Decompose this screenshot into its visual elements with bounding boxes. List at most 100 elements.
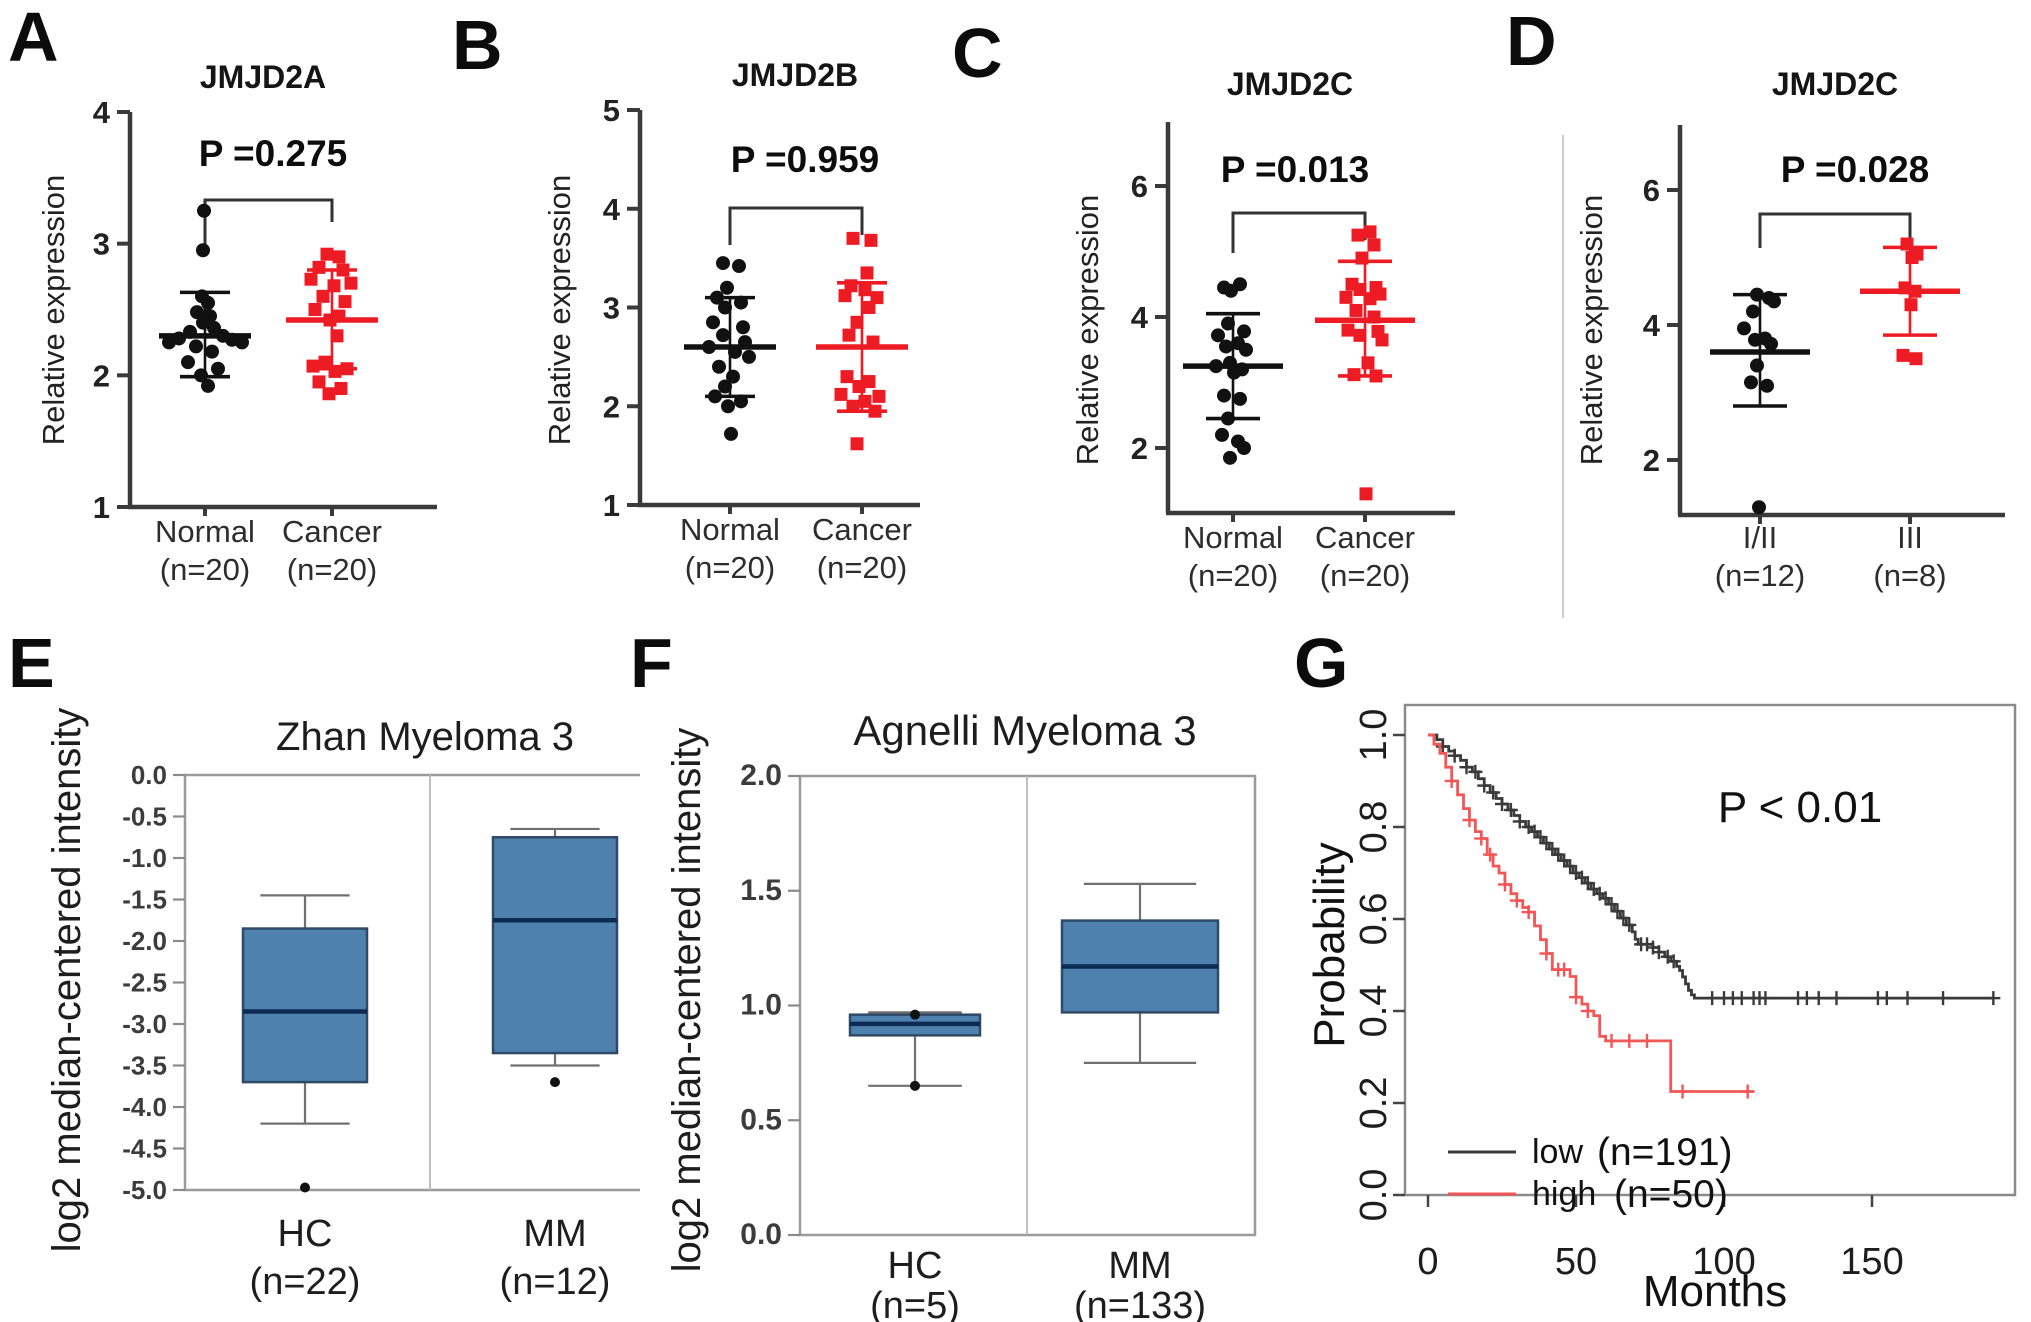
svg-text:1: 1	[603, 488, 620, 523]
svg-text:2.0: 2.0	[740, 759, 782, 792]
svg-text:(n=20): (n=20)	[685, 550, 775, 585]
svg-text:I/II: I/II	[1743, 520, 1777, 555]
svg-text:4: 4	[603, 192, 621, 227]
svg-text:log2 median-centered intensity: log2 median-centered intensity	[45, 708, 89, 1253]
svg-text:3: 3	[93, 227, 110, 262]
svg-text:100: 100	[1692, 1241, 1755, 1283]
svg-text:P =0.028: P =0.028	[1781, 149, 1930, 190]
svg-text:HC: HC	[888, 1245, 943, 1287]
svg-text:Cancer: Cancer	[282, 514, 382, 549]
svg-text:0: 0	[1417, 1241, 1438, 1283]
svg-text:0.6: 0.6	[1353, 893, 1395, 946]
svg-text:50: 50	[1555, 1241, 1597, 1283]
svg-text:3: 3	[603, 291, 620, 326]
panel-label-e: E	[8, 624, 56, 702]
svg-text:(n=8): (n=8)	[1873, 558, 1946, 593]
svg-text:Relative expression: Relative expression	[36, 175, 71, 446]
svg-text:150: 150	[1840, 1241, 1903, 1283]
svg-text:P =0.959: P =0.959	[731, 139, 880, 180]
svg-text:MM: MM	[1108, 1245, 1171, 1287]
svg-text:Relative expression: Relative expression	[542, 175, 577, 446]
svg-text:2: 2	[603, 389, 620, 424]
svg-text:0.4: 0.4	[1353, 985, 1395, 1038]
svg-text:JMJD2C: JMJD2C	[1227, 66, 1353, 102]
svg-text:-4.5: -4.5	[122, 1134, 167, 1164]
svg-text:1.0: 1.0	[1353, 709, 1395, 762]
svg-text:Months: Months	[1643, 1267, 1787, 1316]
svg-text:0.5: 0.5	[740, 1103, 782, 1136]
svg-text:(n=191): (n=191)	[1597, 1131, 1733, 1174]
svg-text:Cancer: Cancer	[1315, 520, 1415, 555]
svg-text:P =0.013: P =0.013	[1221, 149, 1370, 190]
svg-text:1.5: 1.5	[740, 874, 782, 907]
svg-text:(n=20): (n=20)	[1188, 558, 1278, 593]
svg-text:0.0: 0.0	[1353, 1169, 1395, 1222]
svg-text:0.0: 0.0	[740, 1218, 782, 1251]
svg-text:Normal: Normal	[680, 512, 780, 547]
panel-agnelli-boxplot: Agnelli Myeloma 3 0.0 0.5 1.0 1.5 2.0 HC (n=5) M…	[640, 620, 1290, 1322]
svg-text:5: 5	[603, 93, 620, 128]
agnelli-myeloma-chart: Agnelli Myeloma 3 0.0 0.5 1.0 1.5 2.0 HC(n=5) M…	[665, 707, 1257, 1322]
svg-text:HC: HC	[278, 1213, 333, 1255]
panel-jmjd2b-dotplot: JMJD2B P =0.959 1 2 3 4 5 Normal (n=20) Cancer (n=…	[450, 0, 950, 620]
svg-text:1.0: 1.0	[740, 989, 782, 1022]
jmjd2c-stage-chart: JMJD2C P =0.028 2 4 6 I/II(n=12) III (n=8) Relat…	[1562, 66, 2005, 618]
svg-text:-1.0: -1.0	[122, 843, 167, 873]
svg-text:2: 2	[93, 358, 110, 393]
svg-text:(n=133): (n=133)	[1074, 1285, 1206, 1322]
svg-text:MM: MM	[523, 1213, 586, 1255]
svg-text:4: 4	[1643, 308, 1661, 343]
panel-zhan-boxplot: Zhan Myeloma 3 0.0 -0.5 -1.0 -1.5 -2.0 -2.5 -3.…	[0, 620, 640, 1322]
svg-text:-2.0: -2.0	[122, 926, 167, 956]
panel-jmjd2a-dotplot: JMJD2A P =0.275 1 2 3 4 Normal (n=20) Cancer (n=2…	[0, 0, 450, 620]
svg-text:4: 4	[93, 95, 111, 130]
panel-label-d: D	[1506, 2, 1558, 80]
svg-text:(n=20): (n=20)	[160, 552, 250, 587]
svg-text:JMJD2A: JMJD2A	[200, 59, 326, 95]
svg-text:Probability: Probability	[1305, 842, 1354, 1047]
zhan-myeloma-chart: Zhan Myeloma 3 0.0 -0.5 -1.0 -1.5 -2.0 -2.5 -3.…	[45, 708, 640, 1303]
svg-text:low: low	[1532, 1133, 1583, 1171]
svg-text:2: 2	[1643, 443, 1660, 478]
svg-text:P < 0.01: P < 0.01	[1718, 783, 1882, 832]
svg-text:Relative expression: Relative expression	[1070, 195, 1105, 466]
svg-text:-3.0: -3.0	[122, 1009, 167, 1039]
panel-label-g: G	[1294, 624, 1350, 702]
survival-curve-chart: 0 50 100 150 0.0 0.2 0.4 0.6 0.8 1.0 Months Probabi…	[1305, 703, 2017, 1316]
panel-jmjd2c-dotplot: JMJD2C P =0.013 2 4 6 Normal (n=20) Cancer (n=20…	[950, 0, 1470, 620]
svg-text:P =0.275: P =0.275	[199, 133, 348, 174]
svg-text:-1.5: -1.5	[122, 885, 167, 915]
svg-text:0.0: 0.0	[131, 760, 167, 790]
svg-text:(n=20): (n=20)	[817, 550, 907, 585]
panel-label-a: A	[8, 0, 60, 76]
svg-text:-3.5: -3.5	[122, 1051, 167, 1081]
svg-text:JMJD2B: JMJD2B	[732, 57, 858, 93]
svg-text:JMJD2C: JMJD2C	[1772, 66, 1898, 102]
panel-label-b: B	[452, 6, 504, 84]
svg-text:0.2: 0.2	[1353, 1077, 1395, 1130]
svg-text:1: 1	[93, 490, 110, 525]
svg-text:(n=12): (n=12)	[500, 1261, 611, 1303]
panel-jmjd2c-stage-dotplot: JMJD2C P =0.028 2 4 6 I/II (n=12) III (n=8) Relat…	[1470, 0, 2031, 620]
svg-text:high: high	[1532, 1175, 1596, 1213]
svg-text:Cancer: Cancer	[812, 512, 912, 547]
svg-text:6: 6	[1131, 169, 1148, 204]
svg-text:(n=12): (n=12)	[1715, 558, 1805, 593]
svg-text:4: 4	[1131, 300, 1149, 335]
svg-text:log2 median-centered intensity: log2 median-centered intensity	[665, 728, 709, 1273]
svg-text:(n=20): (n=20)	[287, 552, 377, 587]
svg-text:-0.5: -0.5	[122, 802, 167, 832]
svg-text:Normal: Normal	[1183, 520, 1283, 555]
svg-text:Agnelli Myeloma 3: Agnelli Myeloma 3	[853, 707, 1196, 754]
svg-text:6: 6	[1643, 173, 1660, 208]
svg-text:Relative expression: Relative expression	[1574, 195, 1609, 466]
svg-text:(n=20): (n=20)	[1320, 558, 1410, 593]
panel-label-c: C	[952, 14, 1004, 92]
panel-survival-km: 0 50 100 150 0.0 0.2 0.4 0.6 0.8 1.0 Months Probabi…	[1290, 620, 2031, 1322]
svg-text:Zhan Myeloma 3: Zhan Myeloma 3	[276, 715, 574, 759]
svg-text:0.8: 0.8	[1353, 801, 1395, 854]
svg-text:III: III	[1897, 520, 1923, 555]
